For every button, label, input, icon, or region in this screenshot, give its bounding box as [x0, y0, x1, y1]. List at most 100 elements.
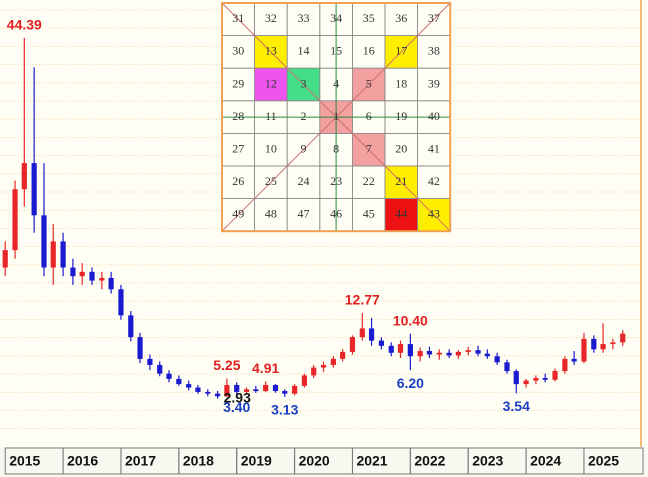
gann-number: 2 [301, 109, 307, 123]
x-tick-label: 2025 [588, 453, 619, 469]
annotations: 44.39 2.93 5.25 3.40 4.91 3.13 12.77 10.40 6.20 3… [7, 17, 530, 418]
x-tick-box [583, 447, 644, 475]
x-tick-label: 2023 [472, 453, 503, 469]
candle-body [349, 337, 356, 352]
candle-body [591, 338, 597, 350]
gann-number: 4 [333, 76, 339, 90]
candle-body [128, 315, 134, 338]
candle-body [417, 351, 423, 357]
gann-number: 17 [395, 44, 407, 58]
candle-body [253, 389, 259, 392]
gann-number: 13 [265, 44, 277, 58]
candle-body [224, 384, 230, 397]
gann-number: 38 [428, 44, 440, 58]
gann-number: 25 [265, 174, 277, 188]
candle-body [157, 364, 163, 374]
candle-body [542, 378, 548, 380]
candle-body [147, 358, 153, 365]
gann-number: 18 [395, 76, 407, 90]
annotation: 2.93 [224, 389, 251, 405]
gann-number: 47 [298, 207, 310, 221]
candle-body [137, 337, 143, 359]
candle-body [533, 378, 539, 381]
gann-number: 24 [298, 174, 310, 188]
annotation: 3.54 [503, 398, 530, 414]
candle-body [108, 277, 114, 290]
candle-body [465, 350, 471, 352]
gann-cell [384, 198, 418, 232]
gann-number: 33 [298, 11, 310, 25]
candle-body [436, 352, 442, 355]
gann-number: 8 [333, 141, 339, 155]
candle-body [272, 384, 279, 392]
candle-body [215, 393, 221, 397]
gann-number: 34 [330, 11, 342, 25]
gann-number: 11 [265, 109, 277, 123]
candle-body [446, 352, 452, 356]
gann-number: 22 [363, 174, 375, 188]
gann-number: 7 [366, 141, 372, 155]
candle-body [552, 371, 558, 380]
candle-body [89, 271, 95, 281]
gann-number: 32 [265, 11, 277, 25]
gann-number: 40 [428, 109, 440, 123]
candle-body [186, 384, 192, 388]
candle-body [291, 385, 298, 394]
candle-body [41, 215, 47, 268]
annotation: 3.40 [223, 399, 250, 415]
gann-number: 1 [333, 109, 339, 123]
candle-body [50, 241, 56, 268]
candle-body [243, 389, 250, 392]
gann-number: 39 [428, 76, 440, 90]
gann-number: 15 [330, 44, 342, 58]
candle-body [620, 333, 626, 343]
gann-number: 44 [395, 207, 407, 221]
x-tick-label: 2016 [67, 453, 98, 469]
candle-body [263, 384, 269, 392]
candle-body [330, 358, 336, 365]
annotation: 4.91 [252, 360, 279, 376]
candle-body [455, 351, 461, 356]
gann-number: 23 [330, 174, 342, 188]
gann-number: 10 [265, 141, 277, 155]
gann-number: 9 [301, 141, 307, 155]
gann-number: 30 [232, 44, 244, 58]
candle-body [562, 358, 568, 372]
candle-body [301, 375, 308, 386]
candle-body [99, 277, 105, 281]
candle-body [571, 358, 577, 362]
gann-number: 27 [232, 141, 244, 155]
candle-body [581, 338, 587, 362]
candle-body [359, 328, 365, 338]
gann-number: 35 [363, 11, 375, 25]
x-tick-label: 2021 [356, 453, 387, 469]
x-axis-band [0, 447, 648, 477]
gann-number: 45 [363, 207, 375, 221]
gann-number: 48 [265, 207, 277, 221]
candle-body [407, 344, 413, 357]
candle-body [504, 362, 510, 372]
candle-body [397, 344, 404, 353]
candle-body [320, 364, 327, 368]
gann-number: 12 [265, 76, 277, 90]
candle-body [176, 378, 182, 385]
gann-number: 49 [232, 207, 244, 221]
x-tick-label: 2022 [414, 453, 445, 469]
candle-body [79, 271, 85, 277]
x-tick-label: 2018 [183, 453, 214, 469]
gann-number: 16 [363, 44, 375, 58]
candle-body [426, 351, 433, 355]
gann-number: 37 [428, 11, 440, 25]
annotation: 10.40 [393, 312, 428, 328]
gann-number: 14 [298, 44, 310, 58]
x-tick-label: 2019 [241, 453, 272, 469]
candle-body [118, 289, 124, 316]
annotation: 3.13 [271, 402, 298, 418]
x-axis: 2015 2016 2017 2018 2019 2020 2021 2022 2023 2024… [4, 447, 644, 475]
candle-body [60, 241, 66, 268]
gann-number: 41 [428, 141, 440, 155]
gann-number: 46 [330, 207, 342, 221]
gann-number: 20 [395, 141, 407, 155]
gann-number: 31 [232, 11, 244, 25]
